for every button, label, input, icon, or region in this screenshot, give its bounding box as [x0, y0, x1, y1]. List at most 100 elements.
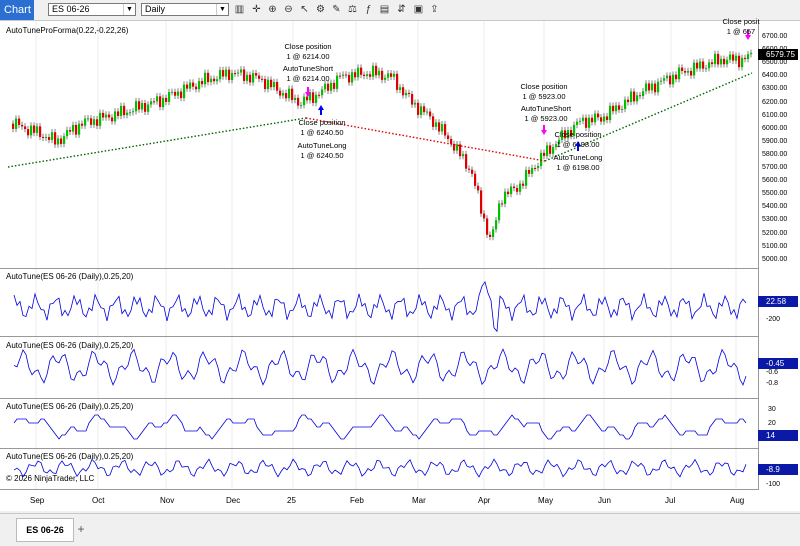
candle: [105, 114, 108, 118]
trade-label: Close position 1 @ 6198.00: [554, 130, 602, 149]
candle: [675, 74, 678, 80]
chart-window-tab[interactable]: Chart: [0, 0, 34, 20]
chevron-down-icon[interactable]: ▼: [123, 4, 135, 15]
candle: [339, 75, 342, 77]
share-icon[interactable]: ⇪: [430, 4, 439, 15]
candle: [477, 185, 480, 191]
bar-type-icon[interactable]: ▥: [234, 4, 245, 15]
candle: [375, 65, 378, 76]
candle: [33, 125, 36, 133]
candle: [363, 74, 366, 77]
y-tick: -0.6: [766, 369, 779, 376]
x-tick: Mar: [412, 496, 426, 505]
candle: [510, 186, 513, 195]
strategy-title: AutoTuneProForma(0.22,-0.22,26): [6, 26, 129, 35]
candle: [84, 118, 87, 126]
candle: [336, 75, 339, 89]
candle: [288, 88, 291, 99]
candle: [462, 154, 465, 157]
zoom-in-icon[interactable]: ⊕: [268, 4, 277, 15]
candle: [294, 97, 297, 101]
data-box-icon[interactable]: ▤: [379, 4, 390, 15]
candle: [432, 116, 435, 127]
chevron-down-icon[interactable]: ▼: [216, 4, 228, 15]
candle: [114, 111, 117, 122]
candle: [666, 75, 669, 79]
panel-divider[interactable]: [0, 336, 758, 337]
panel-divider[interactable]: [0, 398, 758, 399]
candle: [297, 97, 300, 106]
candle: [588, 117, 591, 128]
candle: [516, 188, 519, 192]
x-tick: Nov: [160, 496, 175, 505]
y-tick: 5600.00: [762, 177, 788, 185]
candle: [246, 74, 249, 81]
properties-icon[interactable]: ⚙: [316, 4, 325, 15]
chart-area[interactable]: [0, 21, 800, 511]
candle: [618, 105, 621, 110]
candle: [687, 70, 690, 73]
pointer-icon[interactable]: ↖: [300, 4, 309, 15]
y-tick: -0.8: [766, 380, 779, 387]
interval-selector[interactable]: Daily ▼: [141, 3, 229, 16]
drawing-tools-icon[interactable]: ✎: [332, 4, 341, 15]
tab-instrument[interactable]: ES 06-26: [16, 518, 74, 542]
candle: [360, 67, 363, 75]
candle: [648, 83, 651, 91]
candle: [222, 70, 225, 77]
candle: [171, 91, 174, 93]
zoom-out-icon[interactable]: ⊖: [284, 4, 293, 15]
candle: [549, 145, 552, 154]
strategies-icon[interactable]: ⚖: [348, 4, 357, 15]
candle: [18, 118, 21, 125]
candle: [309, 92, 312, 101]
candle: [39, 126, 42, 137]
candle: [681, 67, 684, 72]
candle: [714, 53, 717, 65]
add-tab-button[interactable]: +: [77, 522, 85, 536]
candle: [726, 59, 729, 65]
candle: [24, 126, 27, 130]
candle: [69, 130, 72, 132]
candle: [123, 105, 126, 116]
candle: [279, 90, 282, 96]
candle: [609, 105, 612, 121]
y-tick: 6400.00: [762, 72, 788, 80]
trade-label: Close position 1 @ 5923.00: [520, 82, 568, 101]
candle: [81, 123, 84, 126]
candle: [678, 67, 681, 80]
candle: [330, 82, 333, 91]
panel-divider[interactable]: [0, 448, 758, 449]
candle: [192, 82, 195, 87]
candle: [135, 101, 138, 112]
candle: [696, 62, 699, 69]
panel-divider: [0, 489, 758, 490]
chart-trader-icon[interactable]: ⇵: [397, 4, 406, 15]
price-axis[interactable]: [758, 21, 800, 490]
candle: [525, 169, 528, 186]
candle: [498, 203, 501, 221]
y-tick: 5900.00: [762, 137, 788, 145]
y-tick: 5500.00: [762, 190, 788, 198]
candle: [582, 117, 585, 121]
candle: [555, 144, 558, 148]
candle: [504, 191, 507, 204]
candle: [468, 168, 471, 170]
indicators-icon[interactable]: ƒ: [365, 4, 372, 15]
candle: [321, 89, 324, 96]
candle: [234, 73, 237, 75]
candle: [249, 74, 252, 83]
candle: [216, 79, 219, 82]
templates-icon[interactable]: ▣: [413, 4, 424, 15]
candle: [507, 191, 510, 195]
candle: [54, 132, 57, 145]
candle: [627, 99, 630, 103]
candle: [669, 75, 672, 85]
panel-divider[interactable]: [0, 268, 758, 269]
instrument-selector[interactable]: ES 06-26 ▼: [48, 3, 136, 16]
candle: [204, 72, 207, 85]
crosshair-icon[interactable]: ✛: [252, 4, 261, 15]
candle: [570, 130, 573, 137]
candle: [240, 69, 243, 73]
candle: [426, 111, 429, 113]
